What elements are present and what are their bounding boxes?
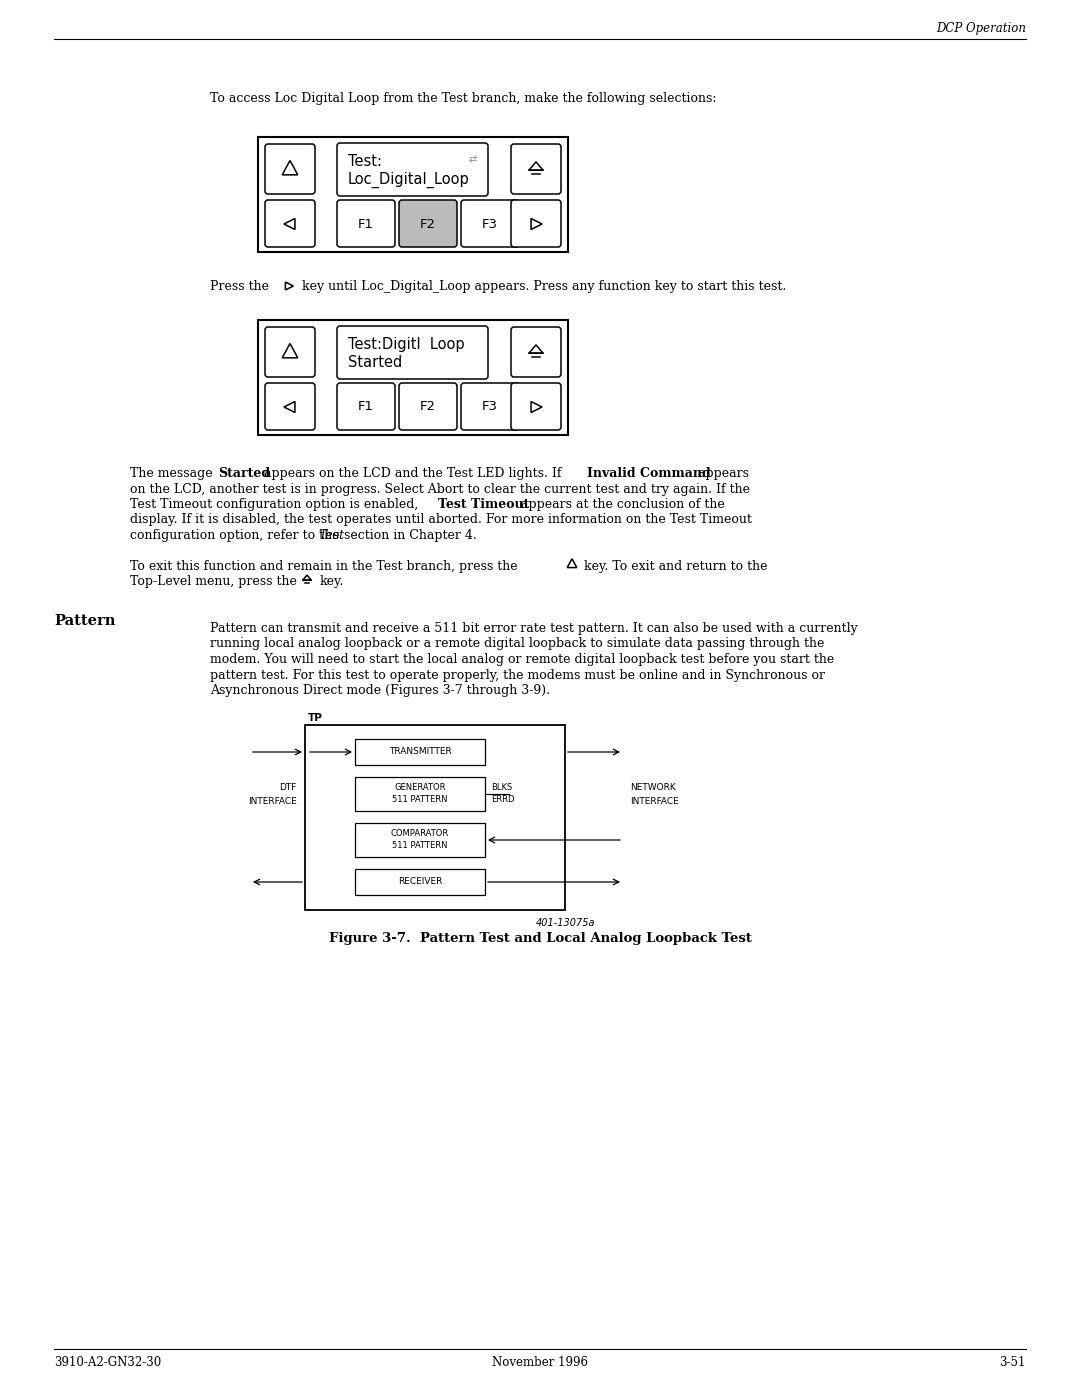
Text: 3-51: 3-51 <box>1000 1355 1026 1369</box>
Text: INTERFACE: INTERFACE <box>248 796 297 806</box>
FancyBboxPatch shape <box>265 327 315 377</box>
Bar <box>355 739 485 766</box>
FancyBboxPatch shape <box>399 200 457 247</box>
Text: ⇄: ⇄ <box>469 154 477 163</box>
Text: display. If it is disabled, the test operates until aborted. For more informatio: display. If it is disabled, the test ope… <box>130 514 752 527</box>
Text: Figure 3-7.  Pattern Test and Local Analog Loopback Test: Figure 3-7. Pattern Test and Local Analo… <box>328 932 752 944</box>
FancyBboxPatch shape <box>461 383 519 430</box>
Text: Started: Started <box>218 467 270 481</box>
Text: TP: TP <box>308 712 323 724</box>
Text: F3: F3 <box>482 218 498 231</box>
FancyBboxPatch shape <box>337 200 395 247</box>
Text: To exit this function and remain in the Test branch, press the: To exit this function and remain in the … <box>130 560 517 573</box>
FancyBboxPatch shape <box>337 383 395 430</box>
Text: F2: F2 <box>420 401 436 414</box>
Text: key until Loc_Digital_Loop appears. Press any function key to start this test.: key until Loc_Digital_Loop appears. Pres… <box>302 279 786 293</box>
Bar <box>258 137 568 251</box>
Text: 401-13075a: 401-13075a <box>536 918 595 928</box>
Text: ERRD: ERRD <box>491 795 514 805</box>
Text: Test:: Test: <box>348 154 382 169</box>
Text: Loc_Digital_Loop: Loc_Digital_Loop <box>348 172 470 189</box>
Bar <box>355 777 485 812</box>
Text: appears on the LCD and the Test LED lights. If: appears on the LCD and the Test LED ligh… <box>260 467 566 481</box>
Bar <box>355 869 485 895</box>
FancyBboxPatch shape <box>265 200 315 247</box>
Text: on the LCD, another test is in progress. Select Abort to clear the current test : on the LCD, another test is in progress.… <box>130 482 750 496</box>
Text: Started: Started <box>348 355 402 370</box>
Text: Pattern can transmit and receive a 511 bit error rate test pattern. It can also : Pattern can transmit and receive a 511 b… <box>210 622 858 636</box>
Text: Pattern: Pattern <box>54 615 116 629</box>
Text: appears: appears <box>694 467 750 481</box>
Text: section in Chapter 4.: section in Chapter 4. <box>340 529 476 542</box>
Text: GENERATOR: GENERATOR <box>394 784 446 792</box>
Text: 511 PATTERN: 511 PATTERN <box>392 795 448 805</box>
Text: COMPARATOR: COMPARATOR <box>391 830 449 838</box>
Text: key.: key. <box>320 576 345 588</box>
Text: F1: F1 <box>357 401 374 414</box>
FancyBboxPatch shape <box>511 144 561 194</box>
Text: Test Timeout configuration option is enabled,: Test Timeout configuration option is ena… <box>130 497 422 511</box>
Text: F1: F1 <box>357 218 374 231</box>
Text: Test: Test <box>318 529 345 542</box>
Text: pattern test. For this test to operate properly, the modems must be online and i: pattern test. For this test to operate p… <box>210 669 825 682</box>
Text: The message: The message <box>130 467 217 481</box>
Text: running local analog loopback or a remote digital loopback to simulate data pass: running local analog loopback or a remot… <box>210 637 824 651</box>
Text: Top-Level menu, press the: Top-Level menu, press the <box>130 576 297 588</box>
Text: BLKS: BLKS <box>491 784 512 792</box>
FancyBboxPatch shape <box>511 383 561 430</box>
Text: 3910-A2-GN32-30: 3910-A2-GN32-30 <box>54 1355 161 1369</box>
Text: Test:Digitl  Loop: Test:Digitl Loop <box>348 337 464 352</box>
Text: 511 PATTERN: 511 PATTERN <box>392 841 448 851</box>
Text: NETWORK: NETWORK <box>630 782 676 792</box>
FancyBboxPatch shape <box>337 326 488 379</box>
FancyBboxPatch shape <box>265 144 315 194</box>
Text: appears at the conclusion of the: appears at the conclusion of the <box>517 497 725 511</box>
Text: Test Timeout: Test Timeout <box>438 497 529 511</box>
Bar <box>355 823 485 856</box>
Text: key. To exit and return to the: key. To exit and return to the <box>584 560 768 573</box>
FancyBboxPatch shape <box>511 200 561 247</box>
Bar <box>258 320 568 434</box>
Text: RECEIVER: RECEIVER <box>397 877 442 887</box>
Text: Press the: Press the <box>210 279 269 293</box>
Text: F2: F2 <box>420 218 436 231</box>
Text: To access Loc Digital Loop from the Test branch, make the following selections:: To access Loc Digital Loop from the Test… <box>210 92 716 105</box>
Text: Invalid Command: Invalid Command <box>588 467 711 481</box>
Text: F3: F3 <box>482 401 498 414</box>
Text: DTF: DTF <box>280 782 297 792</box>
Text: configuration option, refer to the: configuration option, refer to the <box>130 529 343 542</box>
Bar <box>305 725 565 909</box>
FancyBboxPatch shape <box>399 383 457 430</box>
FancyBboxPatch shape <box>461 200 519 247</box>
FancyBboxPatch shape <box>265 383 315 430</box>
Text: INTERFACE: INTERFACE <box>630 796 678 806</box>
Text: November 1996: November 1996 <box>492 1355 588 1369</box>
Text: DCP Operation: DCP Operation <box>936 22 1026 35</box>
Text: modem. You will need to start the local analog or remote digital loopback test b: modem. You will need to start the local … <box>210 652 834 666</box>
Text: Asynchronous Direct mode (Figures 3-7 through 3-9).: Asynchronous Direct mode (Figures 3-7 th… <box>210 685 550 697</box>
Text: TRANSMITTER: TRANSMITTER <box>389 747 451 757</box>
FancyBboxPatch shape <box>337 142 488 196</box>
FancyBboxPatch shape <box>511 327 561 377</box>
